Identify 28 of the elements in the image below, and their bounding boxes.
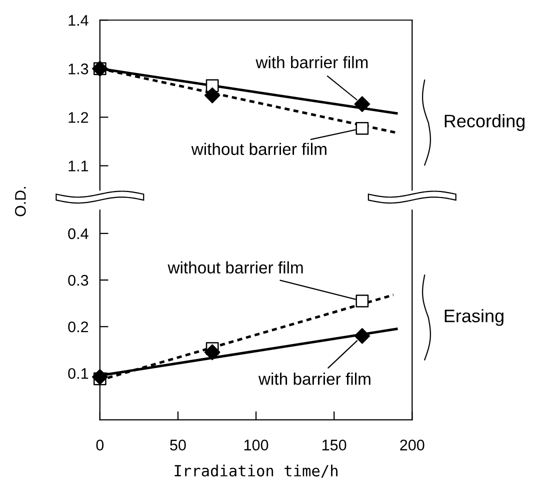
x-tick-label: 50 [170, 440, 186, 450]
point [356, 122, 369, 135]
point [356, 294, 369, 308]
text: Recording [444, 114, 524, 131]
text: Erasing [444, 309, 504, 326]
x-tick-label: 150 [322, 440, 346, 450]
legend-label: with barrier film [258, 372, 370, 385]
x-tick-label: 0 [96, 440, 104, 450]
point [204, 87, 220, 104]
point [92, 369, 108, 385]
point [204, 344, 220, 360]
legend-label: without barrier film [191, 142, 326, 156]
y-tick-label: 1.1 [68, 160, 88, 172]
y-axis-title: O.D. [15, 187, 26, 216]
y-tick-label: 1.4 [68, 15, 88, 26]
x-axis-title: Irradiation time/h [174, 464, 338, 478]
y-tick-label: 1.2 [68, 112, 88, 123]
point [354, 96, 370, 112]
y-tick-label: 1.3 [68, 64, 88, 74]
y-tick-label: 0.2 [68, 321, 88, 332]
y-tick-label: 0.4 [68, 228, 88, 240]
x-tick-label: 200 [400, 440, 424, 450]
y-tick-label: 0.1 [68, 368, 88, 379]
x-tick-label: 100 [244, 440, 268, 450]
series-label: with barrier film [256, 56, 368, 68]
y-tick-label: 0.3 [68, 274, 88, 286]
point [354, 328, 370, 344]
text: without barrier film [168, 261, 303, 274]
